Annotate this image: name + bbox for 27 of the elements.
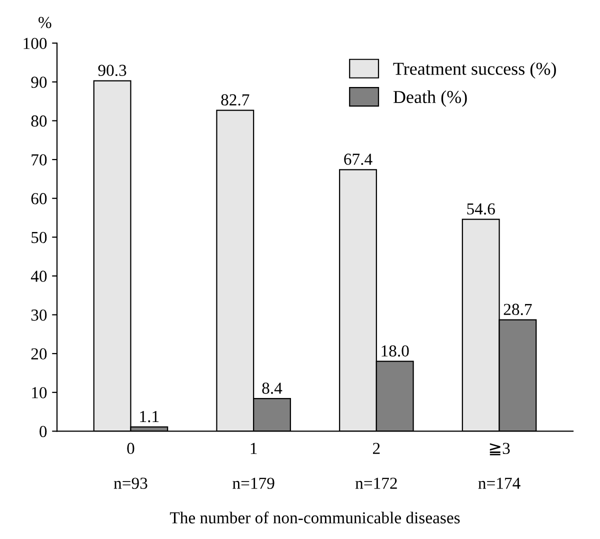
text: 67.4 bbox=[344, 154, 372, 165]
y-tick-label: 10 bbox=[32, 387, 47, 398]
text: 8.4 bbox=[262, 382, 282, 394]
y-tick-label: 40 bbox=[30, 270, 47, 282]
y-tick-label: 80 bbox=[31, 115, 47, 127]
legend-label: Treatment success (%) bbox=[393, 62, 556, 79]
text: 90.3 bbox=[98, 64, 126, 76]
text: 18.0 bbox=[382, 345, 409, 357]
y-tick-label: 50 bbox=[32, 232, 47, 244]
category-label: 2 n=172 bbox=[355, 442, 397, 489]
y-axis-title: % bbox=[38, 16, 52, 28]
y-tick-label: 70 bbox=[32, 154, 47, 166]
text: 28.7 bbox=[504, 304, 532, 316]
y-tick-label: 0 bbox=[40, 426, 47, 438]
y-tick-label: 100 bbox=[24, 38, 47, 50]
x-axis-title: The number of non-communicable diseases bbox=[170, 512, 460, 524]
y-tick-label: 20 bbox=[31, 348, 47, 360]
y-tick-label: 30 bbox=[31, 309, 47, 321]
category-label: ≧3 n=174 bbox=[478, 442, 520, 489]
y-tick-label: 90 bbox=[31, 76, 47, 88]
text: 1.1 bbox=[140, 410, 159, 422]
legend-label: Death (%) bbox=[393, 90, 467, 107]
y-tick-label: 60 bbox=[31, 193, 47, 204]
text: 54.6 bbox=[467, 203, 495, 215]
category-label: 0 n=93 bbox=[114, 442, 148, 489]
category-label: 1 n=179 bbox=[232, 442, 274, 489]
text: 82.7 bbox=[221, 94, 250, 106]
